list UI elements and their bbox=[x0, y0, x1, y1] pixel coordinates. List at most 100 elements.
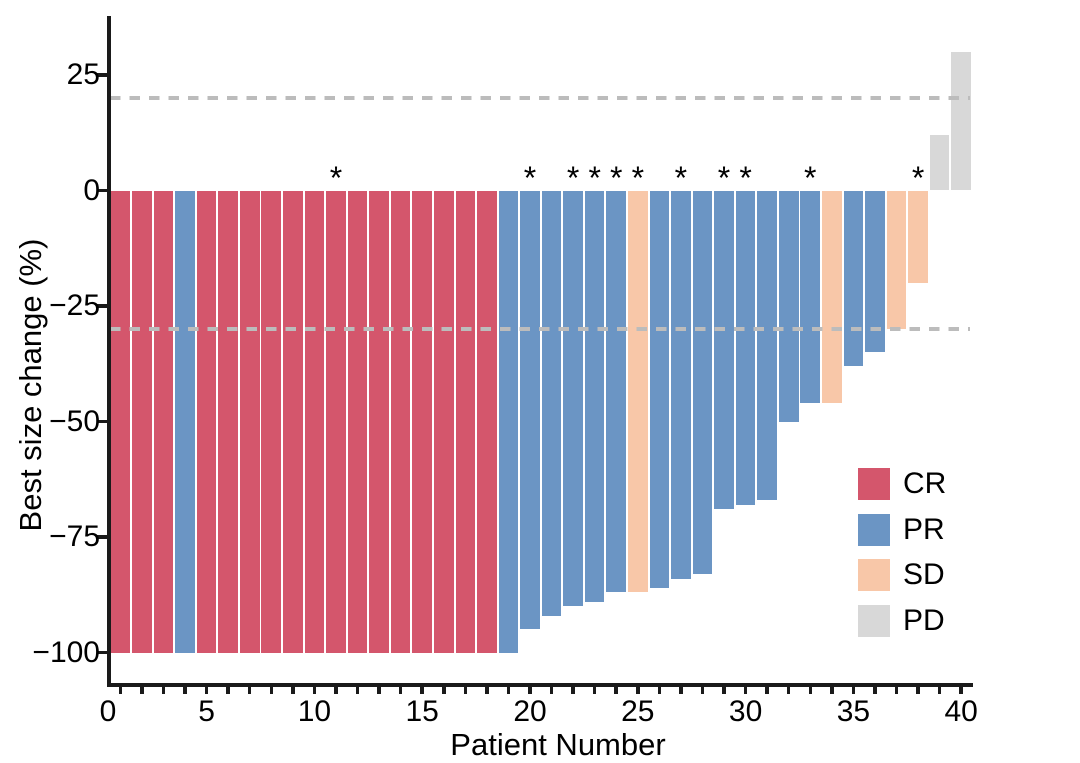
bar-patient-38 bbox=[908, 190, 928, 283]
annotation-star-patient-25: * bbox=[631, 160, 645, 196]
x-tick-12 bbox=[355, 686, 360, 694]
y-tick--50 bbox=[96, 419, 107, 424]
y-tick-label--75: −75 bbox=[49, 520, 100, 553]
x-tick-16 bbox=[442, 686, 446, 694]
x-tick-28 bbox=[700, 686, 705, 694]
annotation-star-patient-23: * bbox=[588, 160, 601, 196]
x-tick-36 bbox=[873, 686, 877, 694]
x-tick-15 bbox=[420, 686, 424, 694]
annotation-star-patient-24: * bbox=[610, 160, 623, 196]
bar-patient-1 bbox=[110, 190, 131, 653]
y-tick-25 bbox=[96, 73, 107, 77]
legend-label-cr: CR bbox=[903, 467, 947, 500]
x-tick-35 bbox=[851, 686, 856, 694]
x-axis-title: Patient Number bbox=[450, 727, 666, 762]
legend-label-pd: PD bbox=[903, 604, 945, 637]
bar-patient-10 bbox=[304, 190, 325, 653]
bar-patient-28 bbox=[692, 190, 713, 574]
x-tick-2 bbox=[140, 686, 144, 694]
bar-patient-34 bbox=[822, 190, 842, 404]
x-tick-6 bbox=[226, 686, 230, 694]
x-tick-9 bbox=[291, 686, 295, 694]
bar-patient-19 bbox=[498, 190, 519, 653]
y-tick-label-0: 0 bbox=[83, 173, 100, 207]
bar-patient-2 bbox=[132, 190, 152, 653]
reference-line--30 bbox=[110, 327, 970, 331]
x-tick-31 bbox=[765, 686, 769, 694]
bar-patient-4 bbox=[175, 190, 195, 653]
y-tick-0 bbox=[96, 188, 107, 193]
x-tick-label-15: 15 bbox=[405, 695, 439, 728]
y-tick-label--100: −100 bbox=[32, 635, 100, 669]
x-tick-label-10: 10 bbox=[297, 695, 332, 728]
x-tick-22 bbox=[571, 686, 575, 694]
x-tick-label-0: 0 bbox=[99, 695, 117, 728]
bar-patient-27 bbox=[671, 190, 691, 579]
x-tick-label-5: 5 bbox=[198, 695, 215, 728]
x-tick-label-40: 40 bbox=[944, 695, 978, 728]
legend-label-pr: PR bbox=[903, 513, 945, 546]
x-tick-39 bbox=[937, 686, 942, 694]
x-tick-1 bbox=[118, 686, 123, 694]
annotation-star-patient-29: * bbox=[717, 160, 731, 196]
x-tick-13 bbox=[377, 686, 381, 694]
x-tick-19 bbox=[506, 686, 511, 694]
bar-patient-40 bbox=[951, 51, 971, 191]
x-axis-spine bbox=[106, 682, 973, 687]
bar-patient-17 bbox=[455, 190, 476, 653]
bar-patient-26 bbox=[649, 190, 670, 588]
bar-patient-6 bbox=[218, 190, 238, 653]
bar-patient-15 bbox=[412, 190, 432, 653]
bar-patient-18 bbox=[477, 190, 497, 653]
bar-patient-14 bbox=[390, 190, 411, 653]
bar-patient-25 bbox=[628, 190, 648, 593]
x-tick-3 bbox=[161, 686, 166, 694]
x-tick-27 bbox=[679, 686, 683, 694]
bar-patient-32 bbox=[778, 190, 799, 422]
x-tick-26 bbox=[657, 686, 662, 694]
y-tick--75 bbox=[96, 535, 107, 539]
bar-patient-39 bbox=[929, 135, 950, 191]
x-tick-5 bbox=[204, 686, 209, 694]
legend-label-sd: SD bbox=[903, 558, 945, 591]
x-tick-label-25: 25 bbox=[621, 695, 655, 728]
x-tick-label-20: 20 bbox=[513, 695, 547, 728]
annotation-star-patient-27: * bbox=[674, 160, 688, 196]
legend-swatch-pr bbox=[858, 514, 890, 546]
bar-patient-8 bbox=[261, 190, 282, 653]
y-axis-title: Best size change (%) bbox=[13, 238, 48, 532]
annotation-star-patient-33: * bbox=[804, 160, 817, 196]
bar-patient-31 bbox=[757, 190, 777, 501]
annotation-star-patient-38: * bbox=[911, 160, 925, 196]
x-tick-21 bbox=[549, 686, 554, 694]
annotation-star-patient-30: * bbox=[739, 160, 752, 196]
x-tick-label-35: 35 bbox=[836, 695, 871, 728]
y-tick-label-25: 25 bbox=[66, 58, 100, 91]
bar-patient-36 bbox=[865, 190, 885, 353]
legend-swatch-sd bbox=[858, 559, 890, 591]
bar-patient-20 bbox=[520, 190, 540, 630]
bar-patient-12 bbox=[347, 190, 368, 653]
bar-patient-33 bbox=[800, 190, 821, 404]
x-tick-14 bbox=[398, 686, 403, 694]
y-tick--25 bbox=[96, 304, 107, 308]
x-tick-34 bbox=[830, 686, 834, 694]
bar-patient-3 bbox=[153, 190, 174, 653]
bar-patient-13 bbox=[369, 190, 389, 653]
x-tick-label-30: 30 bbox=[728, 695, 763, 728]
x-tick-30 bbox=[743, 686, 748, 694]
bar-patient-37 bbox=[886, 190, 907, 330]
bar-patient-21 bbox=[541, 190, 562, 616]
bar-patient-11 bbox=[326, 190, 346, 653]
annotation-star-patient-11: * bbox=[329, 160, 343, 196]
x-tick-25 bbox=[636, 686, 640, 694]
x-tick-10 bbox=[312, 686, 317, 694]
x-tick-11 bbox=[334, 686, 338, 694]
x-tick-24 bbox=[614, 686, 618, 694]
x-tick-32 bbox=[786, 686, 791, 694]
x-tick-7 bbox=[247, 686, 252, 694]
x-tick-37 bbox=[894, 686, 899, 694]
x-tick-8 bbox=[269, 686, 274, 694]
bar-patient-30 bbox=[735, 190, 756, 505]
y-tick-label--25: −25 bbox=[49, 289, 100, 322]
